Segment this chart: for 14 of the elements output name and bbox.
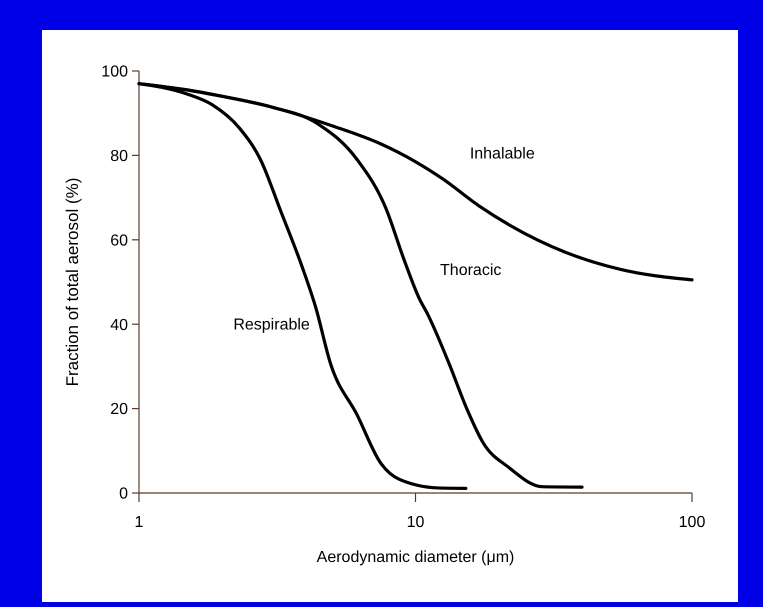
y-tick-label: 40 bbox=[110, 316, 128, 334]
series-label: Thoracic bbox=[440, 262, 502, 279]
x-tick-label: 10 bbox=[406, 514, 424, 531]
series-label: Inhalable bbox=[470, 146, 535, 163]
y-tick-label: 100 bbox=[101, 64, 128, 81]
y-axis-title: Fraction of total aerosol (%) bbox=[63, 178, 82, 386]
series-label: Respirable bbox=[233, 316, 310, 334]
x-tick-label: 1 bbox=[134, 514, 144, 531]
y-tick-label: 0 bbox=[119, 486, 128, 503]
y-tick-label: 20 bbox=[110, 401, 128, 418]
x-tick-label: 100 bbox=[678, 514, 706, 531]
x-axis-title: Aerodynamic diameter (μm) bbox=[316, 549, 514, 566]
y-tick-label: 60 bbox=[110, 232, 128, 250]
y-tick-label: 80 bbox=[110, 148, 128, 165]
